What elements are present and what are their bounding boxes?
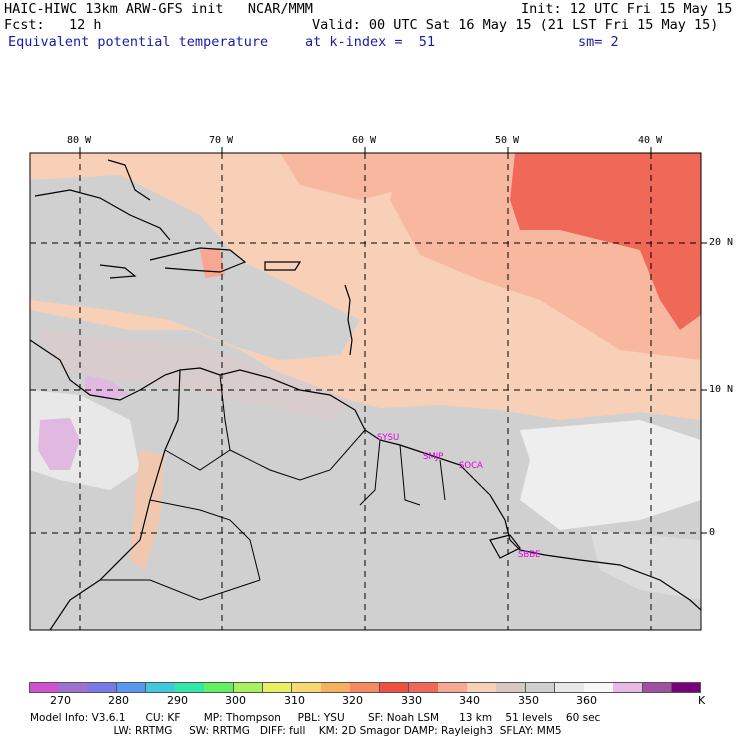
colorbar-cell — [291, 682, 322, 693]
lon-label-60w: 60 W — [352, 135, 377, 146]
colorbar-cell — [145, 682, 176, 693]
colorbar-cell — [438, 682, 468, 693]
colorbar-cell — [58, 682, 88, 693]
colorbar-label-360: 360 — [576, 694, 597, 707]
station-smjp: SMJP — [423, 452, 444, 462]
colorbar-cell — [554, 682, 585, 693]
graticule — [30, 153, 701, 630]
colorbar-label-330: 330 — [401, 694, 422, 707]
init-time: Init: 12 UTC Fri 15 May 15 — [521, 1, 733, 17]
lon-label-70w: 70 W — [209, 135, 234, 146]
country-borders — [100, 374, 446, 601]
colorbar-cell — [87, 682, 118, 693]
colorbar-cell — [408, 682, 439, 693]
colorbar-frame — [29, 682, 701, 693]
valid-time: Valid: 00 UTC Sat 16 May 15 (21 LST Fri … — [312, 17, 719, 33]
colorbar-cell — [496, 682, 527, 693]
map-frame — [29, 152, 702, 631]
k-index: at k-index = 51 — [305, 34, 436, 50]
colorbar-label-270: 270 — [50, 694, 71, 707]
field-name: Equivalent potential temperature — [8, 34, 269, 50]
colorbar-label-280: 280 — [108, 694, 129, 707]
lon-label-50w: 50 W — [495, 135, 520, 146]
colorbar-cell — [584, 682, 614, 693]
colorbar-cell — [467, 682, 497, 693]
colorbar-label-340: 340 — [459, 694, 480, 707]
colorbar-cell — [525, 682, 556, 693]
colorbar-cell — [116, 682, 147, 693]
colorbar-label-320: 320 — [342, 694, 363, 707]
colorbar-cell — [642, 682, 673, 693]
forecast-hour: Fcst: 12 h — [4, 17, 102, 33]
station-sbbe: SBBE — [518, 550, 541, 560]
colorbar-label-290: 290 — [167, 694, 188, 707]
colorbar-cell — [175, 682, 205, 693]
axis-ticks — [79, 147, 707, 534]
colorbar-cell — [262, 682, 293, 693]
colorbar-cell — [204, 682, 234, 693]
lon-label-40w: 40 W — [638, 135, 663, 146]
colorbar-label-300: 300 — [225, 694, 246, 707]
lat-label-0: 0 — [709, 527, 716, 538]
colorbar-cell — [379, 682, 410, 693]
lat-label-10n: 10 N — [709, 384, 734, 395]
colorbar-label-units: K — [698, 694, 706, 707]
model-info-line1: Model Info: V3.6.1 CU: KF MP: Thompson P… — [30, 712, 601, 724]
smoothing: sm= 2 — [578, 34, 619, 50]
colorbar-label-350: 350 — [518, 694, 539, 707]
lon-label-80w: 80 W — [67, 135, 92, 146]
station-soca: SOCA — [459, 461, 483, 471]
colorbar-label-310: 310 — [284, 694, 305, 707]
header-title: HAIC-HIWC 13km ARW-GFS init NCAR/MMM — [4, 1, 313, 17]
colorbar-cell — [321, 682, 351, 693]
lat-label-20n: 20 N — [709, 237, 734, 248]
station-sysu: SYSU — [377, 433, 400, 443]
model-info-line2: LW: RRTMG SW: RRTMG DIFF: full KM: 2D Sm… — [30, 725, 562, 737]
colorbar-cell — [233, 682, 264, 693]
colorbar-cell — [613, 682, 644, 693]
